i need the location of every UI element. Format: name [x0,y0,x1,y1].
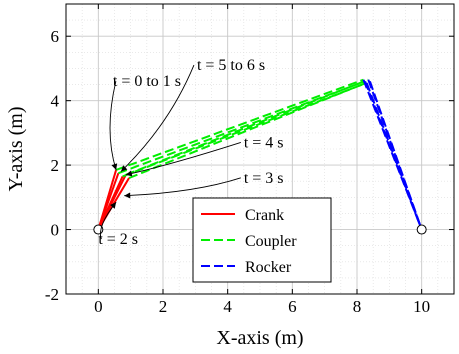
x-tick-label: 4 [223,297,232,316]
y-tick-label: 4 [51,92,60,111]
series-coupler-line [128,80,371,179]
series-coupler-line [125,78,369,176]
x-tick-label: 2 [159,297,168,316]
axis-ticks: 0 2 4 6 8 10 -2 0 2 4 6 [45,4,454,316]
y-tick-label: -2 [45,285,59,304]
series-coupler-line [115,78,364,171]
y-tick-label: 6 [51,27,60,46]
annotation-leader [124,177,241,197]
y-tick-label: 2 [51,156,60,175]
legend-label-crank: Crank [245,207,284,224]
pivot-marker [416,224,427,235]
annotation-arrowhead [110,202,117,209]
x-tick-label: 10 [413,297,430,316]
annotation-text: t = 0 to 1 s [113,73,181,90]
x-tick-label: 6 [288,297,297,316]
y-tick-label: 0 [51,221,60,240]
series-coupler-line [118,80,366,175]
legend-label-coupler: Coupler [245,233,297,250]
series-crank-line [97,174,127,231]
x-tick-label: 0 [94,297,103,316]
annotation-leader [109,81,117,171]
legend-label-rocker: Rocker [245,259,292,276]
annotation-arrowhead [125,170,133,177]
legend: Crank Coupler Rocker [192,197,332,283]
annotation-text: t = 4 s [244,134,284,151]
x-tick-label: 8 [353,297,362,316]
annotation-leader [120,64,195,172]
x-axis-label: X-axis (m) [216,327,303,349]
plot-frame [65,3,455,295]
series-rocker-line [367,79,423,230]
annotation-text: t = 2 s [98,231,138,248]
y-axis-label: Y-axis (m) [5,107,27,192]
annotations: t = 0 to 1 s t = 5 to 6 s t = 4 s t = 3 s t … [98,57,283,248]
annotation-arrowhead [111,163,118,170]
annotation-text: t = 5 to 6 s [197,57,265,74]
annotation-text: t = 3 s [244,170,284,187]
annotation-leader [125,141,241,176]
annotation-arrowhead [124,192,131,199]
annotation-arrowhead [120,165,128,172]
